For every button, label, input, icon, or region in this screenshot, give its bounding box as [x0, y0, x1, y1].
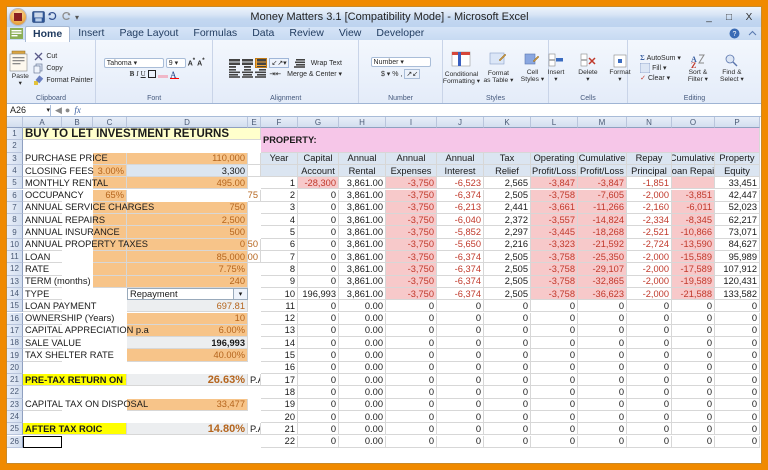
- svg-text:?: ?: [733, 31, 737, 38]
- svg-text:A: A: [170, 70, 177, 79]
- svg-text:Z: Z: [691, 61, 696, 69]
